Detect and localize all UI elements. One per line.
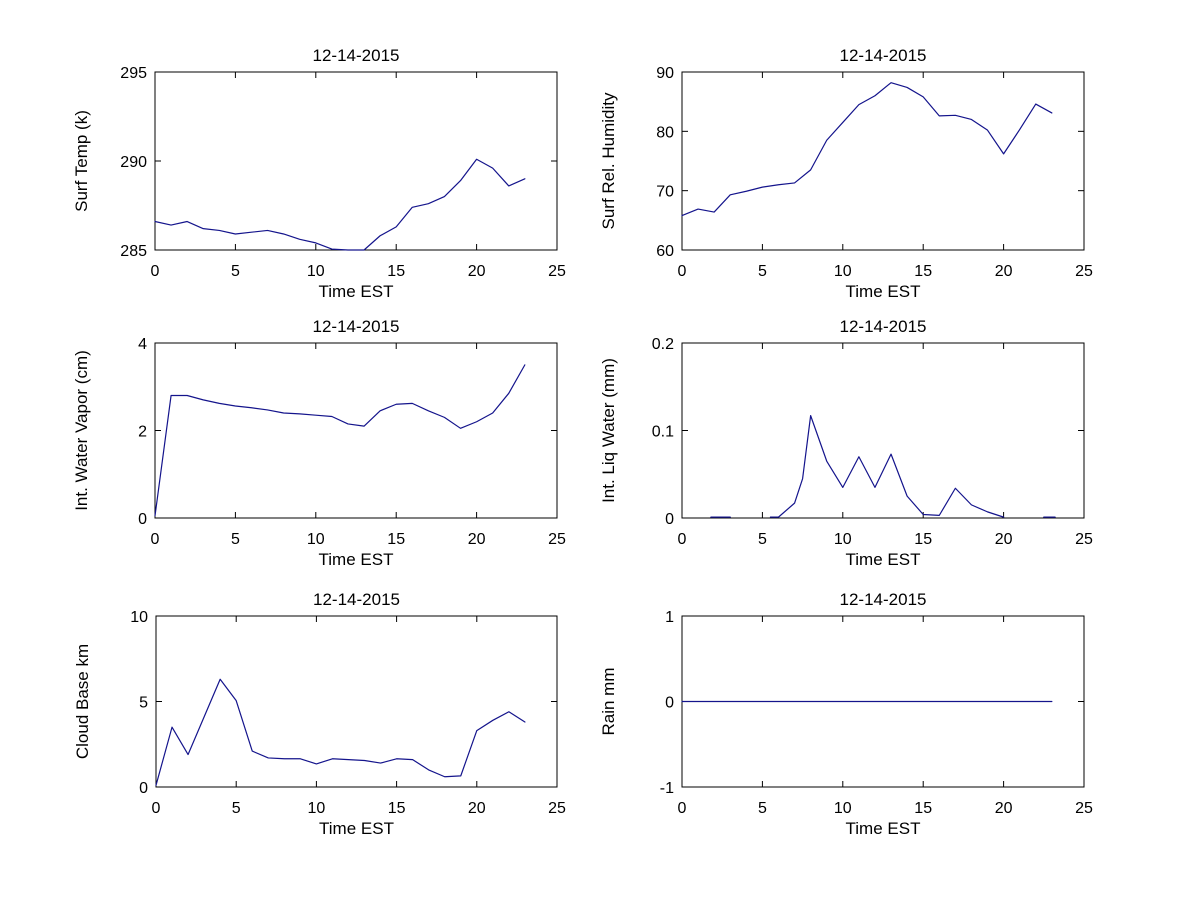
data-line: [154, 158, 526, 251]
x-tick-label: 5: [758, 531, 767, 548]
x-tick-label: 20: [995, 800, 1013, 817]
x-axis-label: Time EST: [846, 550, 921, 569]
x-axis-label: Time EST: [846, 282, 921, 301]
x-tick-label: 5: [758, 263, 767, 280]
x-tick-label: 10: [834, 800, 852, 817]
y-tick-label: 0.1: [652, 424, 674, 441]
x-tick-label: 25: [1075, 263, 1093, 280]
x-tick-label: 25: [1075, 800, 1093, 817]
x-axis-label: Time EST: [319, 819, 394, 838]
axes-box: [681, 342, 1085, 519]
data-line: [155, 678, 526, 786]
axes-box: [681, 71, 1085, 251]
x-tick-label: 0: [678, 531, 687, 548]
subplot-title: 12-14-2015: [840, 317, 927, 336]
x-tick-label: 25: [1075, 531, 1093, 548]
y-tick-label: 0.2: [652, 336, 674, 353]
data-line: [681, 82, 1053, 217]
y-tick-label: 0: [665, 695, 674, 712]
subplot-int-liq-water: 0 5 10 15 20 25 0 0.1 0.2 12-14-2015 Time EST Int. …: [599, 317, 1093, 569]
y-tick-label: 290: [120, 154, 147, 171]
x-tick-label: 15: [388, 800, 406, 817]
x-tick-label: 10: [834, 263, 852, 280]
subplot-surf-temp: 0 5 10 15 20 25 285 290 295 12-14-2015 Time EST Sur…: [72, 46, 566, 301]
x-tick-label: 20: [468, 531, 486, 548]
y-tick-label: 295: [120, 65, 147, 82]
x-tick-label: 5: [758, 800, 767, 817]
x-tick-label: 10: [307, 263, 325, 280]
x-tick-label: 5: [232, 800, 241, 817]
x-tick-label: 5: [231, 263, 240, 280]
x-tick-label: 20: [468, 800, 486, 817]
subplot-surf-rel-humidity: 0 5 10 15 20 25 60 70 80 90 12-14-2015 Time EST Surf…: [599, 46, 1093, 301]
x-tick-label: 15: [387, 263, 405, 280]
subplot-title: 12-14-2015: [313, 317, 400, 336]
subplot-int-water-vapor: 0 5 10 15 20 25 0 2 4 12-14-2015 Time EST Int. Wate…: [72, 317, 566, 569]
x-tick-label: 15: [914, 800, 932, 817]
y-axis-label: Surf Temp (k): [72, 110, 91, 212]
data-line: [769, 415, 1005, 518]
y-tick-label: 0: [139, 780, 148, 797]
x-axis-label: Time EST: [319, 282, 394, 301]
y-tick-label: 1: [665, 609, 674, 626]
x-tick-label: 10: [308, 800, 326, 817]
y-tick-label: 70: [656, 184, 674, 201]
y-axis-label: Cloud Base km: [73, 644, 92, 759]
y-tick-label: 0: [665, 511, 674, 528]
axes-box: [155, 615, 558, 788]
y-tick-label: 90: [656, 65, 674, 82]
y-tick-label: -1: [660, 780, 674, 797]
x-tick-label: 10: [307, 531, 325, 548]
x-tick-label: 0: [151, 263, 160, 280]
subplot-title: 12-14-2015: [313, 46, 400, 65]
subplot-title: 12-14-2015: [840, 46, 927, 65]
y-axis-label: Rain mm: [599, 667, 618, 735]
y-axis-label: Surf Rel. Humidity: [599, 92, 618, 229]
x-tick-label: 5: [231, 531, 240, 548]
x-tick-label: 15: [914, 531, 932, 548]
y-tick-label: 60: [656, 243, 674, 260]
x-tick-label: 10: [834, 531, 852, 548]
x-tick-label: 15: [387, 531, 405, 548]
x-tick-label: 20: [468, 263, 486, 280]
x-tick-label: 20: [995, 531, 1013, 548]
x-tick-label: 0: [678, 800, 687, 817]
subplot-title: 12-14-2015: [313, 590, 400, 609]
subplot-cloud-base: 0 5 10 15 20 25 0 5 10 12-14-2015 Time EST Cloud Ba…: [73, 590, 566, 838]
x-tick-label: 20: [995, 263, 1013, 280]
y-tick-label: 5: [139, 695, 148, 712]
x-axis-label: Time EST: [846, 819, 921, 838]
y-tick-label: 285: [120, 243, 147, 260]
data-line: [154, 364, 526, 517]
x-tick-label: 15: [914, 263, 932, 280]
y-tick-label: 0: [138, 511, 147, 528]
x-tick-label: 25: [548, 800, 566, 817]
axes-box: [154, 71, 558, 251]
x-tick-label: 25: [548, 531, 566, 548]
y-tick-label: 80: [656, 124, 674, 141]
y-axis-label: Int. Liq Water (mm): [599, 358, 618, 503]
x-tick-label: 0: [151, 531, 160, 548]
x-axis-label: Time EST: [319, 550, 394, 569]
axes-box: [154, 342, 558, 519]
y-tick-label: 2: [138, 424, 147, 441]
x-tick-label: 0: [152, 800, 161, 817]
y-tick-label: 4: [138, 336, 147, 353]
subplot-title: 12-14-2015: [840, 590, 927, 609]
x-tick-label: 25: [548, 263, 566, 280]
y-axis-label: Int. Water Vapor (cm): [72, 350, 91, 511]
x-tick-label: 0: [678, 263, 687, 280]
y-tick-label: 10: [130, 609, 148, 626]
